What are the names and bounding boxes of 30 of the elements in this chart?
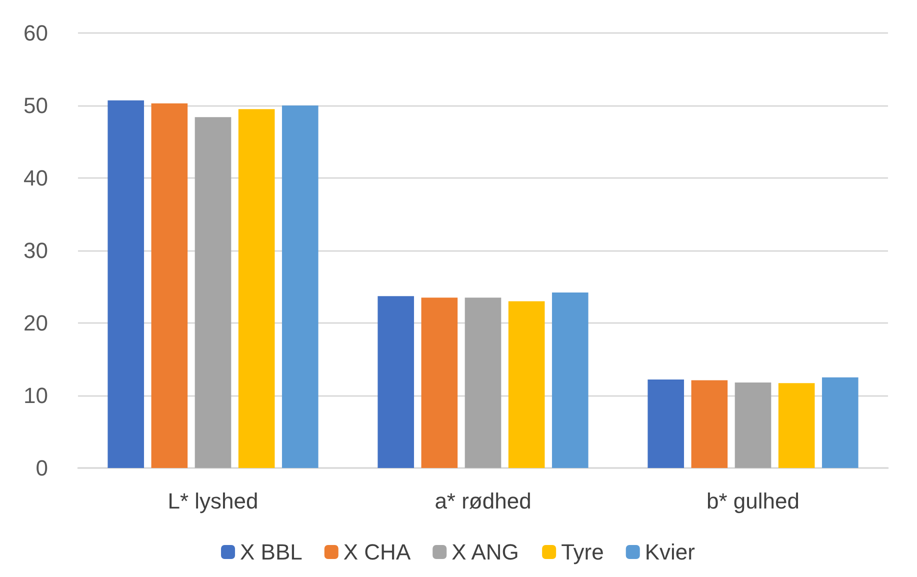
bar bbox=[464, 298, 502, 468]
bar bbox=[734, 382, 772, 468]
bar bbox=[648, 380, 684, 468]
bar bbox=[552, 292, 588, 468]
bar bbox=[778, 383, 815, 468]
bar bbox=[194, 117, 232, 468]
x-tick-label: a* rødhed bbox=[434, 488, 532, 514]
bar bbox=[282, 106, 318, 468]
y-tick-label: 0 bbox=[36, 456, 48, 480]
y-tick-label: 10 bbox=[24, 383, 48, 408]
x-tick-label: b* gulhed bbox=[706, 488, 800, 514]
bar bbox=[822, 377, 858, 468]
bar bbox=[691, 380, 728, 468]
bar bbox=[151, 103, 188, 468]
legend-label: Tyre bbox=[561, 540, 604, 564]
legend-label: Kvier bbox=[644, 540, 695, 564]
bar bbox=[378, 296, 414, 468]
y-tick-label: 60 bbox=[24, 20, 48, 46]
y-tick-label: 30 bbox=[24, 238, 48, 263]
bar bbox=[238, 109, 275, 468]
legend-label: X CHA bbox=[343, 540, 411, 564]
y-tick-label: 40 bbox=[24, 166, 48, 190]
bar bbox=[108, 100, 144, 468]
y-tick-label: 50 bbox=[24, 93, 48, 118]
legend-label: X BBL bbox=[240, 540, 302, 564]
y-tick-label: 20 bbox=[24, 310, 48, 336]
x-tick-label: L* lyshed bbox=[168, 488, 258, 514]
bar bbox=[421, 298, 458, 468]
legend-label: X ANG bbox=[452, 540, 519, 564]
bar bbox=[508, 301, 545, 468]
